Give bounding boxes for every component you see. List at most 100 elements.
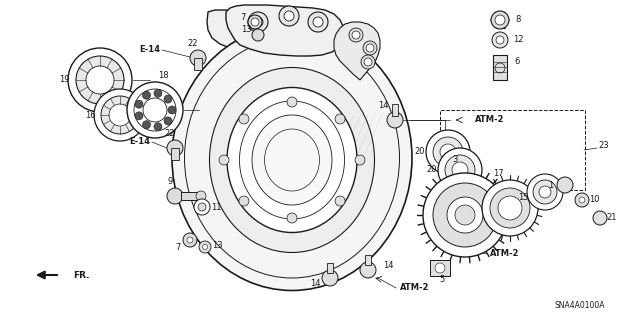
Bar [365,255,371,265]
Circle shape [202,244,207,249]
Text: 14: 14 [383,261,394,270]
Circle shape [143,98,167,122]
Text: 19: 19 [59,76,69,85]
Text: E-14: E-14 [129,137,150,146]
Circle shape [423,173,507,257]
Text: 18: 18 [157,70,168,79]
Circle shape [593,211,607,225]
Circle shape [168,106,176,114]
Text: ATM-2: ATM-2 [475,115,504,124]
Text: 13: 13 [241,26,252,34]
Polygon shape [207,10,328,56]
Circle shape [190,50,206,66]
Circle shape [143,121,150,129]
Circle shape [248,12,268,32]
Circle shape [527,174,563,210]
Circle shape [557,177,573,193]
Circle shape [387,112,403,128]
Polygon shape [226,5,344,56]
Polygon shape [334,22,380,80]
Text: 14: 14 [378,100,388,109]
Circle shape [482,180,538,236]
Text: 8: 8 [515,16,520,25]
Text: 10: 10 [589,196,599,204]
Circle shape [490,188,530,228]
Bar [327,263,333,273]
Circle shape [495,15,505,25]
Circle shape [135,100,143,108]
Circle shape [196,191,206,201]
Circle shape [433,137,463,167]
Text: 12: 12 [513,35,524,44]
Circle shape [187,237,193,243]
Text: 15: 15 [518,192,528,202]
Circle shape [251,18,259,26]
Circle shape [363,41,377,55]
Text: 21: 21 [607,213,617,222]
Circle shape [491,11,509,29]
Circle shape [284,11,294,21]
Bar [430,260,450,276]
Circle shape [349,28,363,42]
Circle shape [252,29,264,41]
Circle shape [167,188,183,204]
Circle shape [495,63,505,73]
Circle shape [355,155,365,165]
Bar [493,55,507,80]
Circle shape [579,197,585,203]
Circle shape [492,32,508,48]
Circle shape [164,117,172,125]
Circle shape [164,95,172,103]
Circle shape [109,104,131,126]
Text: 3: 3 [452,155,458,165]
Circle shape [426,130,470,174]
Text: 9: 9 [168,177,173,187]
Text: FR.: FR. [73,271,90,279]
Circle shape [313,17,323,27]
Text: 6: 6 [514,57,520,66]
Circle shape [364,58,372,66]
Circle shape [194,199,210,215]
Ellipse shape [209,68,374,253]
Circle shape [366,44,374,52]
Circle shape [498,196,522,220]
Bar [440,110,585,190]
Circle shape [352,31,360,39]
Text: 23: 23 [598,140,609,150]
Circle shape [127,82,183,138]
Circle shape [287,213,297,223]
Circle shape [452,162,468,178]
Circle shape [445,155,475,185]
Bar [171,148,179,160]
Circle shape [447,197,483,233]
Circle shape [440,144,456,160]
Circle shape [253,17,263,27]
Text: 14: 14 [310,278,320,287]
Bar [181,192,201,200]
Circle shape [167,140,183,156]
Circle shape [360,262,376,278]
Circle shape [322,270,338,286]
Circle shape [308,12,328,32]
Bar [392,104,398,116]
Circle shape [279,6,299,26]
Circle shape [76,56,124,104]
Circle shape [86,66,114,94]
Text: 13: 13 [212,241,222,249]
Text: SNA4A0100A: SNA4A0100A [555,300,605,309]
Text: 11: 11 [211,203,221,211]
Text: ATM-2: ATM-2 [490,249,520,257]
Circle shape [539,186,551,198]
Text: 5: 5 [440,276,445,285]
Circle shape [287,97,297,107]
Circle shape [335,196,345,206]
Text: 22: 22 [164,129,175,137]
Ellipse shape [252,115,332,205]
Circle shape [575,193,589,207]
Circle shape [154,89,162,97]
Text: 22: 22 [188,39,198,48]
Circle shape [438,148,482,192]
Text: 7: 7 [175,243,180,253]
Circle shape [239,114,249,124]
Circle shape [135,112,143,120]
